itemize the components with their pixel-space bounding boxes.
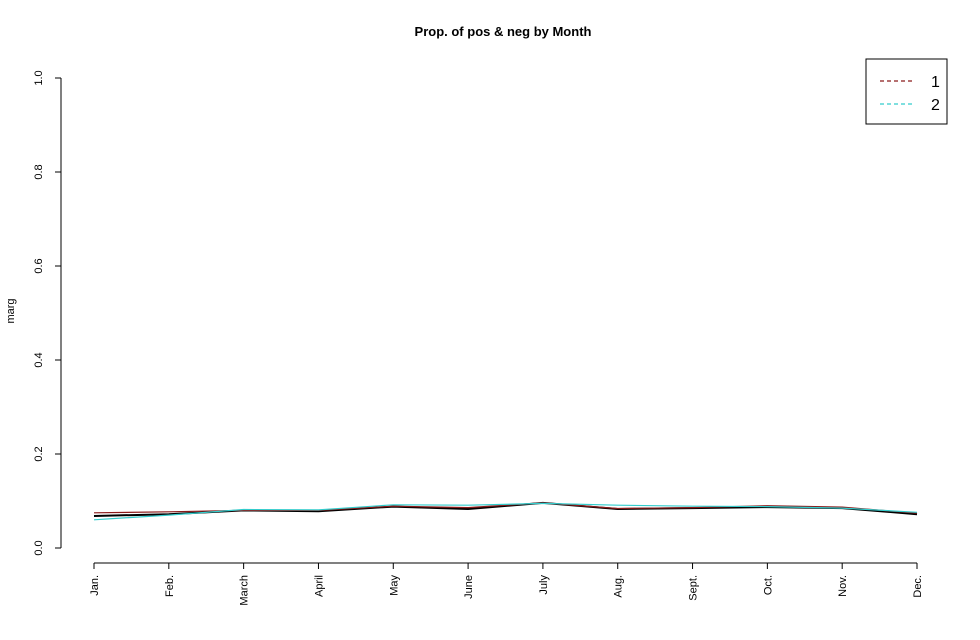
y-tick-label: 0.0 [33, 540, 45, 555]
y-tick-label: 0.6 [33, 258, 45, 273]
x-tick-label: June [463, 575, 475, 599]
x-tick-label: Nov. [837, 575, 849, 597]
y-tick-label: 0.8 [33, 164, 45, 179]
y-tick-label: 0.2 [33, 446, 45, 461]
x-tick-label: Dec. [912, 575, 924, 598]
x-tick-label: May [388, 575, 400, 596]
legend-label: 2 [931, 97, 940, 114]
series-layer [93, 501, 918, 521]
y-tick-label: 1.0 [33, 70, 45, 85]
x-tick-label: March [239, 575, 251, 606]
x-tick-label: Sept. [688, 575, 700, 601]
x-tick-label: Aug. [613, 575, 625, 598]
series-line-2 [93, 502, 918, 521]
legend-box [865, 58, 948, 125]
y-tick-label: 0.4 [33, 352, 45, 367]
chart-title: Prop. of pos & neg by Month [415, 24, 592, 39]
x-tick-label: April [313, 575, 325, 597]
x-tick-label: Jan. [89, 575, 101, 596]
y-axis: 0.0 0.2 0.4 0.6 0.8 1.0 [33, 70, 62, 556]
legend-label: 1 [931, 74, 940, 91]
x-tick-label: July [538, 575, 550, 595]
y-axis-label: marg [5, 298, 17, 323]
x-tick-label: Feb. [164, 575, 176, 597]
x-axis: Jan. Feb. March April May June July Aug. Sept. Oc… [89, 562, 924, 606]
x-tick-label: Oct. [762, 575, 774, 595]
legend: 12 [865, 58, 948, 125]
